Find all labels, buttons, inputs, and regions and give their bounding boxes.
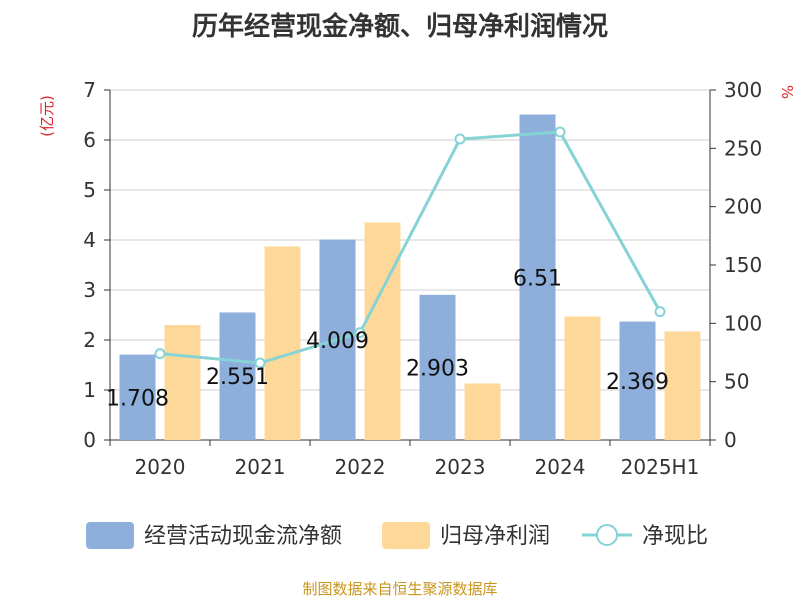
- line-point-net-cash-ratio: [554, 126, 566, 138]
- left-axis-unit-label: (亿元): [38, 95, 56, 137]
- bar-net-profit: [264, 246, 301, 440]
- bar-operating-cashflow: [219, 312, 256, 440]
- chart-title: 历年经营现金净额、归母净利润情况: [191, 12, 608, 42]
- bar-data-label: 4.009: [306, 329, 369, 354]
- bar-data-label: 6.51: [513, 266, 562, 291]
- right-axis-tick-label: 300: [724, 78, 762, 102]
- right-axis-tick-label: 250: [724, 136, 762, 160]
- legend-swatch: [382, 522, 430, 549]
- bar-net-profit: [464, 383, 501, 440]
- bar-operating-cashflow: [519, 114, 556, 440]
- right-axis-tick-label: 50: [724, 370, 749, 394]
- legend-swatch-marker: [596, 524, 618, 546]
- data-labels: 1.708 2.551 4.009 2.903 6.51 2.369: [106, 266, 669, 411]
- legend: 经营活动现金流净额 归母净利润 净现比: [86, 522, 708, 549]
- x-axis-tick-label: 2022: [335, 455, 386, 479]
- bar-data-label: 1.708: [106, 386, 169, 411]
- x-axis-tick-label: 2025H1: [621, 455, 700, 479]
- left-axis-tick-label: 5: [83, 178, 96, 202]
- line-point-net-cash-ratio: [354, 327, 366, 339]
- line-point-net-cash-ratio: [254, 357, 266, 369]
- bar-data-label: 2.903: [406, 356, 469, 381]
- right-axis-tick-label: 200: [724, 195, 762, 219]
- right-axis-unit-label: %: [778, 85, 796, 99]
- line-net-cash-ratio: [159, 130, 662, 365]
- left-axis-tick-label: 6: [83, 128, 96, 152]
- bar-series: [119, 114, 701, 440]
- line-series: [154, 126, 666, 369]
- left-axis-tick-label: 2: [83, 328, 96, 352]
- legend-label: 归母净利润: [440, 524, 550, 549]
- bar-net-profit: [664, 331, 701, 440]
- source-note: 制图数据来自恒生聚源数据库: [302, 580, 498, 598]
- x-axis-tick-label: 2024: [535, 455, 586, 479]
- left-axis-tick-label: 3: [83, 278, 96, 302]
- legend-label: 净现比: [642, 524, 708, 549]
- bar-operating-cashflow: [619, 321, 656, 440]
- left-axis-tick-label: 1: [83, 378, 96, 402]
- right-axis-tick-label: 0: [724, 428, 737, 452]
- bar-data-label: 2.369: [606, 370, 669, 395]
- line-point-net-cash-ratio: [154, 348, 166, 360]
- x-axis-tick-label: 2023: [435, 455, 486, 479]
- bar-data-label: 2.551: [206, 365, 269, 390]
- line-point-net-cash-ratio: [654, 306, 666, 318]
- legend-swatch: [86, 522, 134, 549]
- bar-operating-cashflow: [419, 294, 456, 440]
- x-axis-tick-label: 2021: [235, 455, 286, 479]
- left-axis-tick-label: 4: [83, 228, 96, 252]
- left-axis-tick-label: 0: [83, 428, 96, 452]
- legend-label: 经营活动现金流净额: [144, 524, 342, 549]
- x-axis-tick-label: 2020: [135, 455, 186, 479]
- bar-operating-cashflow: [119, 354, 156, 440]
- axes: 0 1 2 3 4 5 6 7 0 50 100 150 200 250 300 2020 2021 2022 20…: [38, 78, 796, 479]
- line-point-net-cash-ratio: [454, 133, 466, 145]
- right-axis-tick-label: 100: [724, 311, 762, 335]
- bar-net-profit: [564, 316, 601, 440]
- right-axis-tick-label: 150: [724, 253, 762, 277]
- left-axis-tick-label: 7: [83, 78, 96, 102]
- bar-net-profit: [164, 325, 201, 440]
- bar-net-profit: [364, 222, 401, 440]
